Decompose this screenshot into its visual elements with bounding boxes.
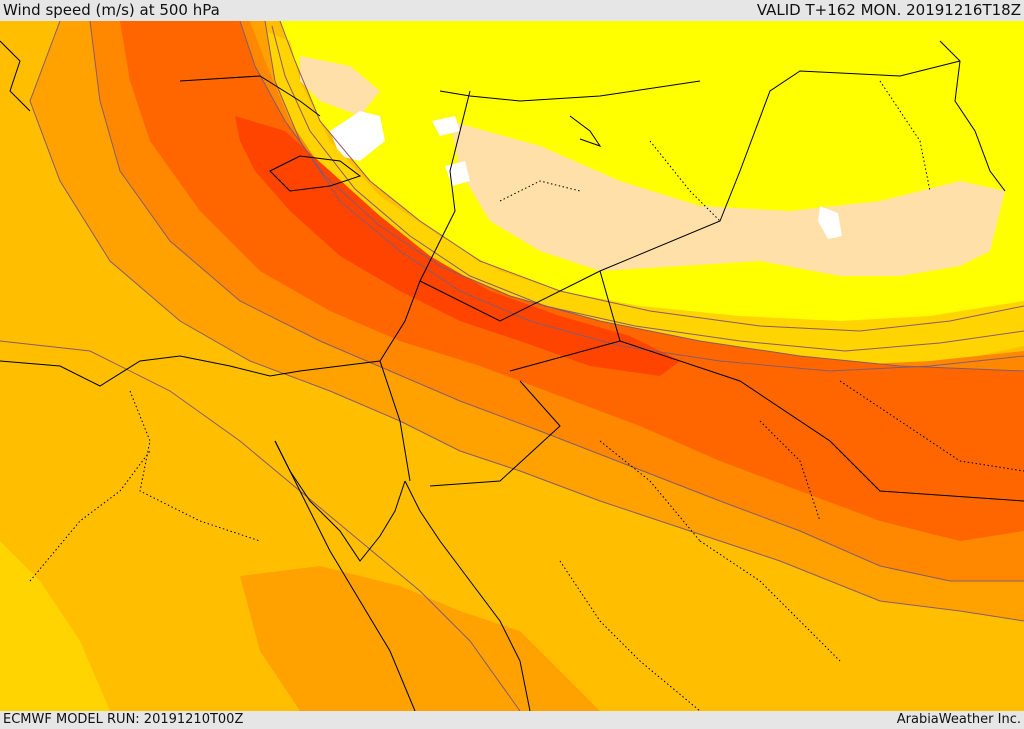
admin-borders [29, 80, 1024, 711]
map-title: Wind speed (m/s) at 500 hPa [3, 1, 220, 19]
model-run: ECMWF MODEL RUN: 20191210T00Z [3, 712, 244, 727]
field-very-low-2 [432, 116, 460, 136]
coastlines [0, 40, 1006, 711]
wind-speed-map [0, 21, 1024, 711]
field-very-low [330, 111, 385, 161]
footer-bar: ECMWF MODEL RUN: 20191210T00Z ArabiaWeat… [0, 711, 1024, 729]
field-orange-south [240, 566, 600, 711]
valid-time: VALID T+162 MON. 20191216T18Z [756, 1, 1021, 19]
field-amber-patch-2 [380, 486, 570, 606]
field-low-2 [300, 56, 380, 116]
field-amber-patch [230, 401, 400, 461]
field-low [450, 121, 1005, 276]
field-jet-core [235, 116, 680, 376]
credit: ArabiaWeather Inc. [896, 712, 1021, 727]
field-orange-dark [120, 21, 1024, 541]
header-bar: Wind speed (m/s) at 500 hPa VALID T+162 … [0, 0, 1024, 21]
field-gold-southwest [0, 541, 110, 711]
borders [379, 60, 1024, 502]
field-very-low-4 [818, 206, 842, 239]
